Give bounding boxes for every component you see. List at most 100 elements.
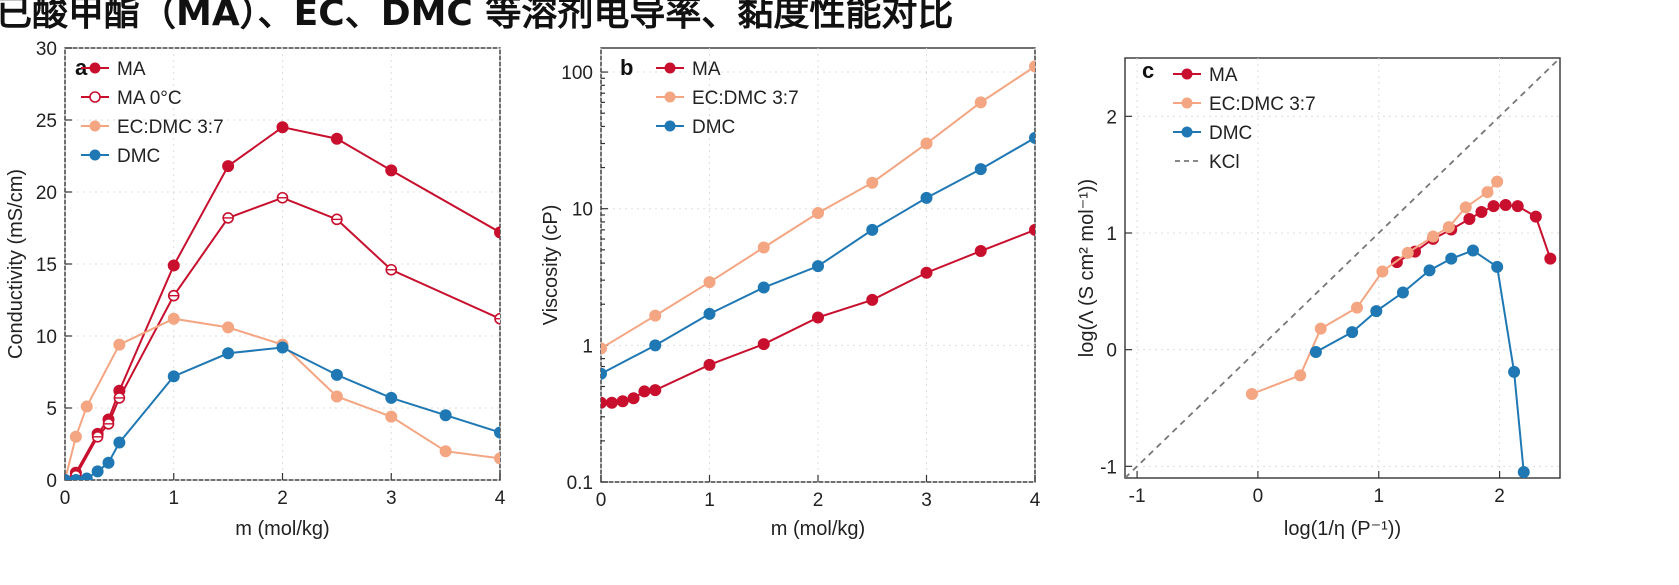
legend-item-ec-dmc-3-7: EC:DMC 3:7: [656, 88, 799, 109]
data-point: [1481, 186, 1494, 199]
data-point: [1376, 265, 1389, 278]
legend-item-ec-dmc-3-7: EC:DMC 3:7: [81, 117, 224, 138]
y-tick-label: 0: [1106, 341, 1117, 362]
data-point: [222, 160, 235, 173]
legend-label: DMC: [1209, 123, 1252, 144]
y-tick-label: 2: [1106, 107, 1117, 128]
data-point: [649, 339, 662, 352]
x-tick-label: -1: [1129, 486, 1146, 507]
data-point: [649, 309, 662, 322]
y-tick-label: -1: [1100, 457, 1117, 478]
data-point: [330, 132, 343, 145]
data-point: [385, 410, 398, 423]
x-tick-label: 0: [1253, 486, 1264, 507]
legend: MA MA 0°C EC:DMC 3:7 DMC: [81, 59, 224, 167]
legend-item-ma: MA: [1173, 65, 1238, 86]
x-tick-label: 1: [168, 488, 179, 509]
x-tick-label: 3: [386, 488, 397, 509]
plot-frame: [1124, 57, 1561, 479]
legend: MA EC:DMC 3:7 DMC KCl: [1173, 65, 1316, 173]
x-tick-label: 4: [1030, 490, 1041, 511]
y-tick-label: 25: [36, 111, 57, 132]
series-ma: [601, 223, 1035, 409]
data-point: [439, 409, 452, 422]
data-point: [167, 312, 180, 325]
panel-label: b: [620, 55, 633, 80]
data-point: [1467, 244, 1479, 257]
data-point: [1445, 252, 1458, 265]
series-dmc: [65, 341, 500, 480]
data-point: [91, 465, 104, 478]
data-point: [605, 396, 618, 409]
data-point: [1463, 213, 1476, 225]
legend-item-ma: MA: [656, 59, 721, 80]
y-axis-label: Viscosity (cP): [540, 205, 562, 326]
data-point: [920, 191, 933, 204]
legend-label: EC:DMC 3:7: [692, 88, 799, 109]
data-point: [1245, 388, 1258, 400]
y-axis-label: Conductivity (mS/cm): [5, 169, 27, 359]
data-point: [330, 390, 343, 403]
panel-label: c: [1142, 58, 1154, 83]
legend-marker: [89, 62, 101, 74]
data-point: [649, 384, 662, 397]
data-point: [1511, 200, 1524, 213]
data-point: [222, 347, 235, 360]
data-point: [65, 474, 71, 480]
data-point: [703, 276, 716, 289]
data-point: [385, 164, 398, 177]
grid: [64, 47, 501, 481]
data-point: [80, 472, 93, 480]
y-tick-label: 10: [36, 327, 57, 348]
legend-label: MA: [1209, 65, 1238, 86]
x-axis-label: m (mol/kg): [771, 518, 865, 540]
legend-marker: [89, 120, 101, 132]
legend-marker: [89, 149, 101, 161]
y-tick-label: 1: [1106, 224, 1117, 245]
series-kcl: [1125, 58, 1560, 478]
legend-marker: [89, 91, 101, 103]
data-point: [1351, 301, 1363, 314]
x-tick-label: 2: [1494, 486, 1505, 507]
data-point: [757, 281, 770, 294]
legend-label: EC:DMC 3:7: [117, 117, 224, 138]
x-tick-label: 1: [1373, 486, 1384, 507]
series-ma: [65, 121, 500, 480]
legend-marker: [664, 91, 676, 103]
legend-label: MA: [692, 59, 721, 80]
data-point: [812, 207, 824, 220]
legend-label: MA: [117, 59, 146, 80]
data-point: [866, 293, 879, 306]
legend-item-ma-0-c: MA 0°C: [81, 88, 182, 109]
chart-panel-c: -1 0 1 2 -1 0 1 2 log(1/η (P⁻¹)) log(Λ (S cm² mol…: [1076, 57, 1561, 540]
legend-item-dmc: DMC: [1173, 123, 1252, 144]
series-dmc: [1309, 244, 1530, 478]
page-title: 已酸甲酯（MA）、EC、DMC 等溶剂电导率、黏度性能对比: [0, 0, 954, 34]
y-tick-label: 0.1: [567, 473, 593, 494]
y-tick-label: 5: [46, 399, 57, 420]
legend-marker: [1181, 68, 1193, 80]
series-line-dmc: [1315, 249, 1525, 473]
series-line-ec-dmc-3-7: [1251, 180, 1498, 395]
data-point: [757, 338, 770, 351]
x-axis-label: log(1/η (P⁻¹)): [1284, 518, 1401, 540]
y-axis-label: log(Λ (S cm² mol⁻¹)): [1076, 179, 1098, 357]
legend-item-dmc: DMC: [656, 117, 735, 138]
data-point: [1508, 365, 1521, 378]
data-point: [1529, 210, 1542, 223]
y-tick-label: 1: [582, 336, 593, 357]
x-tick-label: 1: [704, 490, 715, 511]
data-point: [616, 395, 629, 408]
legend-label: EC:DMC 3:7: [1209, 94, 1316, 115]
data-point: [113, 436, 126, 449]
data-point: [920, 266, 933, 279]
data-point: [703, 307, 716, 320]
series-dmc: [601, 131, 1035, 380]
legend-item-ec-dmc-3-7: EC:DMC 3:7: [1173, 94, 1316, 115]
data-point: [494, 426, 500, 439]
legend-label: DMC: [117, 146, 160, 167]
data-point: [276, 341, 289, 354]
x-tick-label: 0: [596, 490, 607, 511]
data-point: [385, 391, 398, 404]
